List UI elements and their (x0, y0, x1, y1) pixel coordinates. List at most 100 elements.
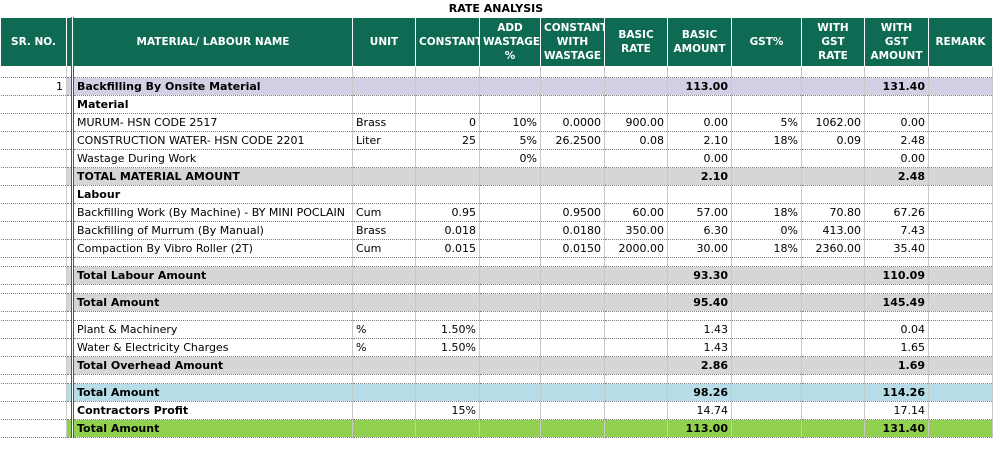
sr-cell[interactable]: 1 (0, 77, 67, 96)
empty-cell[interactable] (352, 66, 416, 78)
gap-cell[interactable] (66, 284, 74, 294)
basic-rate-cell[interactable] (604, 185, 668, 204)
gst-amount-cell[interactable] (864, 185, 929, 204)
basic-rate-cell[interactable] (604, 320, 668, 339)
constant-cell[interactable]: 1.50% (415, 338, 480, 357)
constant-with-wastage-cell[interactable] (540, 383, 605, 402)
empty-cell[interactable] (72, 311, 353, 321)
remark-cell[interactable] (928, 356, 993, 375)
gst-rate-cell[interactable] (801, 77, 865, 96)
empty-cell[interactable] (72, 257, 353, 267)
gst-rate-cell[interactable]: 2360.00 (801, 239, 865, 258)
gst-rate-cell[interactable] (801, 320, 865, 339)
empty-cell[interactable] (0, 66, 67, 78)
empty-cell[interactable] (0, 311, 67, 321)
gst-cell[interactable] (731, 266, 802, 285)
basic-amount-cell[interactable]: 30.00 (667, 239, 732, 258)
gst-rate-cell[interactable] (801, 419, 865, 438)
gst-cell[interactable]: 18% (731, 131, 802, 150)
wastage-cell[interactable] (479, 401, 541, 420)
gst-cell[interactable]: 18% (731, 239, 802, 258)
gst-cell[interactable] (731, 401, 802, 420)
empty-cell[interactable] (540, 66, 605, 78)
unit-cell[interactable] (352, 266, 416, 285)
empty-cell[interactable] (801, 66, 865, 78)
sr-cell[interactable] (0, 167, 67, 186)
constant-with-wastage-cell[interactable] (540, 95, 605, 114)
empty-cell[interactable] (928, 311, 993, 321)
name-cell[interactable]: Contractors Profit (72, 401, 353, 420)
basic-rate-cell[interactable] (604, 95, 668, 114)
empty-cell[interactable] (415, 311, 480, 321)
empty-cell[interactable] (731, 66, 802, 78)
empty-cell[interactable] (731, 374, 802, 384)
empty-cell[interactable] (604, 311, 668, 321)
empty-cell[interactable] (352, 374, 416, 384)
col-header-wastage[interactable]: ADD WASTAGE % (479, 17, 541, 67)
empty-cell[interactable] (0, 284, 67, 294)
name-cell[interactable]: Material (72, 95, 353, 114)
basic-amount-cell[interactable]: 1.43 (667, 320, 732, 339)
empty-cell[interactable] (928, 257, 993, 267)
sr-cell[interactable] (0, 149, 67, 168)
constant-cell[interactable]: 0.018 (415, 221, 480, 240)
empty-cell[interactable] (72, 66, 353, 78)
name-cell[interactable]: TOTAL MATERIAL AMOUNT (72, 167, 353, 186)
constant-with-wastage-cell[interactable] (540, 419, 605, 438)
sr-cell[interactable] (0, 203, 67, 222)
constant-cell[interactable] (415, 77, 480, 96)
gst-cell[interactable]: 5% (731, 113, 802, 132)
col-header-gst-rate[interactable]: WITH GST RATE (801, 17, 865, 67)
wastage-cell[interactable] (479, 77, 541, 96)
basic-amount-cell[interactable]: 2.10 (667, 167, 732, 186)
gst-cell[interactable] (731, 383, 802, 402)
empty-cell[interactable] (667, 374, 732, 384)
sr-cell[interactable] (0, 356, 67, 375)
constant-with-wastage-cell[interactable] (540, 185, 605, 204)
empty-cell[interactable] (352, 257, 416, 267)
basic-amount-cell[interactable]: 0.00 (667, 149, 732, 168)
empty-cell[interactable] (415, 284, 480, 294)
wastage-cell[interactable] (479, 320, 541, 339)
name-cell[interactable]: Total Amount (72, 383, 353, 402)
gst-amount-cell[interactable]: 0.00 (864, 149, 929, 168)
wastage-cell[interactable] (479, 185, 541, 204)
constant-with-wastage-cell[interactable] (540, 149, 605, 168)
gst-amount-cell[interactable]: 17.14 (864, 401, 929, 420)
basic-amount-cell[interactable]: 2.10 (667, 131, 732, 150)
empty-cell[interactable] (540, 257, 605, 267)
remark-cell[interactable] (928, 266, 993, 285)
gst-amount-cell[interactable]: 1.69 (864, 356, 929, 375)
constant-cell[interactable]: 1.50% (415, 320, 480, 339)
basic-rate-cell[interactable]: 900.00 (604, 113, 668, 132)
remark-cell[interactable] (928, 113, 993, 132)
constant-with-wastage-cell[interactable] (540, 320, 605, 339)
constant-with-wastage-cell[interactable] (540, 167, 605, 186)
unit-cell[interactable] (352, 95, 416, 114)
name-cell[interactable]: Total Overhead Amount (72, 356, 353, 375)
constant-with-wastage-cell[interactable] (540, 266, 605, 285)
remark-cell[interactable] (928, 185, 993, 204)
empty-cell[interactable] (415, 66, 480, 78)
remark-cell[interactable] (928, 383, 993, 402)
empty-cell[interactable] (540, 374, 605, 384)
wastage-cell[interactable] (479, 221, 541, 240)
sr-cell[interactable] (0, 383, 67, 402)
gst-amount-cell[interactable]: 131.40 (864, 419, 929, 438)
unit-cell[interactable]: Cum (352, 239, 416, 258)
gst-cell[interactable] (731, 293, 802, 312)
constant-with-wastage-cell[interactable]: 0.0180 (540, 221, 605, 240)
basic-rate-cell[interactable] (604, 401, 668, 420)
name-cell[interactable]: Backfilling By Onsite Material (72, 77, 353, 96)
col-header-gst[interactable]: GST% (731, 17, 802, 67)
empty-cell[interactable] (928, 284, 993, 294)
gst-cell[interactable] (731, 419, 802, 438)
constant-with-wastage-cell[interactable] (540, 338, 605, 357)
gst-rate-cell[interactable]: 0.09 (801, 131, 865, 150)
name-cell[interactable]: Compaction By Vibro Roller (2T) (72, 239, 353, 258)
remark-cell[interactable] (928, 221, 993, 240)
gst-amount-cell[interactable]: 0.04 (864, 320, 929, 339)
unit-cell[interactable] (352, 383, 416, 402)
col-header-constant[interactable]: CONSTANT (415, 17, 480, 67)
sr-cell[interactable] (0, 338, 67, 357)
